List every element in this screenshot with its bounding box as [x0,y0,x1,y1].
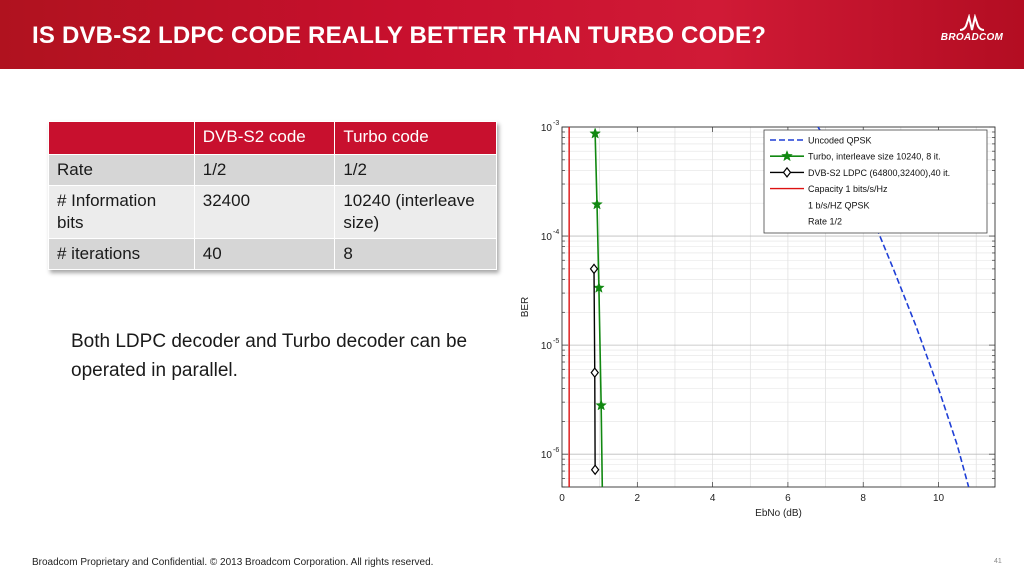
legend-entry: Uncoded QPSK [808,136,872,146]
slide-title: IS DVB-S2 LDPC CODE REALLY BETTER THAN T… [32,22,767,49]
table-header-cell: Turbo code [334,121,497,155]
y-tick-exponent: -5 [553,338,559,345]
table-header-row: DVB-S2 code Turbo code [48,121,497,155]
table-cell: 1/2 [334,154,497,186]
legend-entry: Capacity 1 bits/s/Hz [808,184,888,194]
table-row: # Information bits 32400 10240 (interlea… [48,185,497,239]
plot-frame [561,126,996,488]
broadcom-pulse-icon [960,14,984,31]
table-header-cell [48,121,195,155]
y-tick-exponent: -4 [553,229,559,236]
body-text: Both LDPC decoder and Turbo decoder can … [71,331,468,381]
legend-entry: Rate 1/2 [808,217,842,227]
legend-entry: 1 b/s/HZ QPSK [808,200,870,210]
data-point-ldpc [590,367,600,379]
x-tick-label: 10 [933,493,945,504]
y-tick-exponent: -3 [553,120,559,127]
comparison-table: DVB-S2 code Turbo code Rate 1/2 1/2 # In… [48,121,497,270]
table-cell: 1/2 [193,154,336,186]
table-cell: # iterations [48,238,195,270]
legend-entry: Turbo, interleave size 10240, 8 it. [808,152,941,162]
table-cell: Rate [48,154,195,186]
x-tick-label: 2 [635,493,641,504]
y-tick-label: 10 [541,341,553,352]
page-number: 41 [994,558,1002,565]
broadcom-logo: BROADCOM [932,14,1012,54]
legend-marker-ldpc [782,166,792,178]
y-tick-label: 10 [541,232,553,243]
data-point-ldpc [590,464,600,476]
x-tick-label: 8 [860,493,866,504]
legend-entry: DVB-S2 LDPC (64800,32400),40 it. [808,168,950,178]
y-tick-label: 10 [541,123,553,134]
table-cell: 32400 [193,185,336,239]
table-row: # iterations 40 8 [48,238,497,270]
logo-text: BROADCOM [940,32,1004,43]
y-tick-exponent: -6 [553,447,559,454]
footer-text: Broadcom Proprietary and Confidential. ©… [32,557,434,568]
y-tick-label: 10 [541,450,553,461]
table-cell: 40 [193,238,336,270]
table-cell: 10240 (interleave size) [334,185,497,239]
data-point-ldpc [589,263,599,275]
x-tick-label: 4 [710,493,716,504]
legend-marker-turbo [781,149,793,162]
x-axis-label: EbNo (dB) [755,508,802,519]
x-tick-label: 0 [559,493,565,504]
table-cell: 8 [334,238,497,270]
table-header-cell: DVB-S2 code [193,121,336,155]
table-cell: # Information bits [48,185,195,239]
x-tick-label: 6 [785,493,791,504]
data-point-turbo [589,127,602,139]
data-point-turbo [595,399,608,411]
table-row: Rate 1/2 1/2 [48,154,497,186]
y-axis-label: BER [520,297,531,318]
data-point-turbo [591,198,603,210]
chart-legend [763,129,988,234]
slide-header: IS DVB-S2 LDPC CODE REALLY BETTER THAN T… [0,0,1024,69]
data-point-turbo [592,281,605,293]
